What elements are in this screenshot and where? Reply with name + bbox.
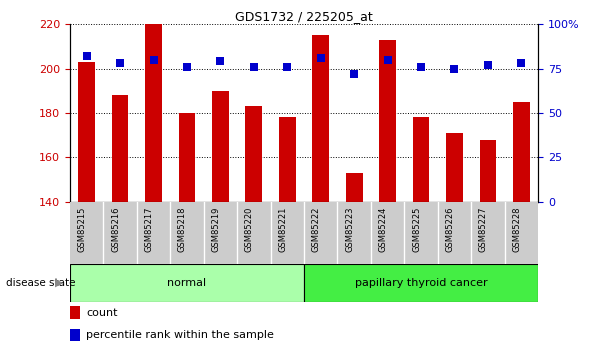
Point [249,64,259,70]
Text: GSM85220: GSM85220 [245,207,254,252]
Bar [480,140,496,202]
Text: disease state: disease state [6,278,75,288]
Text: GSM85222: GSM85222 [312,207,321,252]
Point [182,64,192,70]
Text: GSM85221: GSM85221 [278,207,287,252]
Text: percentile rank within the sample: percentile rank within the sample [86,330,274,340]
Text: GSM85226: GSM85226 [446,207,454,252]
Bar [70,264,304,302]
Text: GSM85223: GSM85223 [345,207,354,252]
Bar [446,133,463,202]
Bar [70,329,80,341]
Point [416,64,426,70]
Point [282,64,292,70]
Bar [304,264,538,302]
Bar [70,306,80,319]
Point [215,59,225,64]
Text: GSM85219: GSM85219 [212,207,220,252]
Point [81,53,91,59]
Point [449,66,460,71]
Bar [279,117,295,202]
Bar [179,113,195,202]
Bar [379,40,396,202]
Text: count: count [86,308,118,318]
Point [349,71,359,77]
Bar [513,102,530,202]
Title: GDS1732 / 225205_at: GDS1732 / 225205_at [235,10,373,23]
Text: ▶: ▶ [55,278,64,288]
Bar [212,91,229,202]
Text: GSM85218: GSM85218 [178,207,187,252]
Bar [112,95,128,202]
Text: GSM85227: GSM85227 [479,207,488,252]
Text: GSM85217: GSM85217 [145,207,153,252]
Point [517,60,527,66]
Point [115,60,125,66]
Text: GSM85224: GSM85224 [379,207,388,252]
Bar [145,24,162,202]
Text: GSM85225: GSM85225 [412,207,421,252]
Point [148,57,158,62]
Text: papillary thyroid cancer: papillary thyroid cancer [354,278,488,288]
Point [316,55,326,61]
Bar [78,62,95,202]
Point [483,62,493,68]
Point [383,57,393,62]
Bar [413,117,429,202]
Bar [313,35,329,202]
Text: GSM85216: GSM85216 [111,207,120,252]
Text: normal: normal [167,278,207,288]
Text: GSM85215: GSM85215 [78,207,86,252]
Text: GSM85228: GSM85228 [513,207,521,252]
Bar [246,106,262,202]
Bar [346,173,362,202]
